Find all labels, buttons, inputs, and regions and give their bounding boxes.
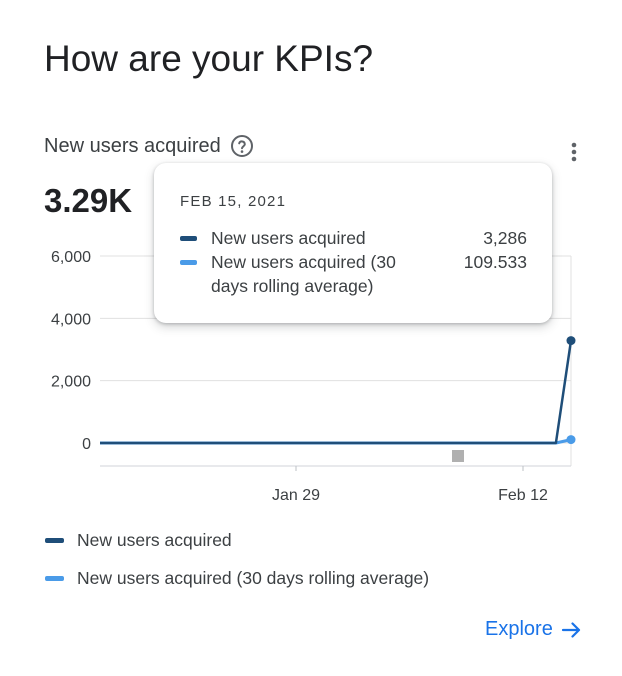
explore-link[interactable]: Explore [485, 618, 583, 641]
legend-label: New users acquired [77, 529, 232, 550]
tooltip-row: New users acquired 3,286 [180, 226, 527, 250]
more-options-icon[interactable] [562, 138, 586, 166]
tooltip-swatch [180, 260, 197, 265]
tooltip-row-label: New users acquired [211, 228, 366, 248]
y-tick-label: 0 [82, 436, 91, 453]
y-tick-label: 6,000 [51, 249, 91, 266]
metric-value: 3.29K [44, 182, 133, 219]
legend-swatch [45, 575, 64, 581]
metric-label: New users acquired [44, 134, 221, 157]
chart-tooltip: FEB 15, 2021 New users acquired 3,286 Ne… [154, 163, 552, 323]
card-title: How are your KPIs? [44, 38, 374, 79]
tooltip-row-value: 109.533 [463, 252, 527, 272]
help-icon[interactable] [230, 134, 254, 158]
legend-item[interactable]: New users acquired (30 days rolling aver… [45, 566, 429, 590]
series-point-new-users [566, 336, 576, 346]
arrow-right-icon[interactable] [561, 619, 583, 641]
series-point-rolling-average [566, 435, 576, 445]
series-line-new-users [100, 340, 573, 445]
x-tick-label: Feb 12 [498, 487, 548, 504]
x-tick-label: Jan 29 [272, 487, 320, 504]
tooltip-row-value: 3,286 [483, 228, 527, 248]
explore-label[interactable]: Explore [485, 618, 553, 640]
legend-item[interactable]: New users acquired [45, 528, 429, 552]
tooltip-date: FEB 15, 2021 [180, 193, 287, 210]
tooltip-row-label: New users acquired (30 days rolling aver… [211, 252, 396, 296]
y-tick-label: 2,000 [51, 374, 91, 391]
legend-swatch [45, 537, 64, 543]
tooltip-row: New users acquired (30 days rolling aver… [180, 250, 527, 298]
tooltip-swatch [180, 236, 197, 241]
legend-label: New users acquired (30 days rolling aver… [77, 567, 430, 588]
anomaly-marker [452, 450, 464, 462]
y-tick-label: 4,000 [51, 311, 91, 328]
chart-legend: New users acquired New users acquired (3… [45, 528, 429, 604]
metric-header: New users acquired [44, 134, 254, 158]
